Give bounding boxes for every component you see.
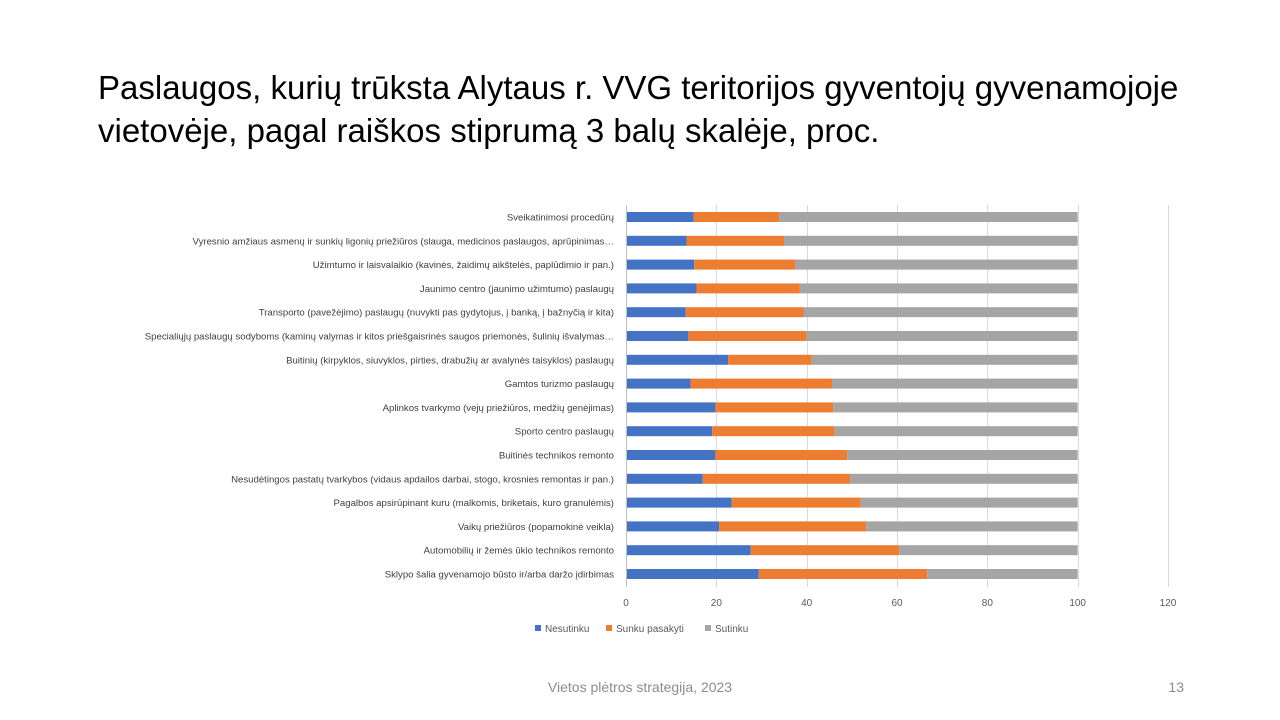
bar-sunku-pasakyti-9 bbox=[712, 426, 835, 437]
bar-nesutinku-10 bbox=[626, 450, 716, 460]
bar-nesutinku-5 bbox=[626, 331, 689, 341]
bar-nesutinku-11 bbox=[626, 473, 703, 484]
bar-sutinku-10 bbox=[847, 450, 1078, 460]
x-tick-label-20: 20 bbox=[711, 598, 723, 609]
category-label: Užimtumo ir laisvalaikio (kavinės, žaidi… bbox=[313, 260, 614, 271]
slide-title: Paslaugos, kurių trūksta Alytaus r. VVG … bbox=[98, 66, 1218, 152]
bar-sutinku-5 bbox=[806, 331, 1078, 341]
category-label: Transporto (pavežėjimo) paslaugų (nuvykt… bbox=[259, 308, 614, 319]
bar-sunku-pasakyti-13 bbox=[719, 521, 867, 532]
x-tick-label-40: 40 bbox=[801, 598, 813, 609]
category-label: Nesudėtingos pastatų tvarkybos (vidaus a… bbox=[231, 474, 614, 485]
category-label: Specialiųjų paslaugų sodyboms (kaminų va… bbox=[145, 332, 614, 343]
bar-sutinku-7 bbox=[831, 378, 1078, 389]
bar-sunku-pasakyti-11 bbox=[702, 473, 851, 484]
bar-nesutinku-12 bbox=[626, 497, 732, 508]
bar-sunku-pasakyti-7 bbox=[690, 378, 832, 389]
bar-sunku-pasakyti-8 bbox=[715, 402, 834, 413]
slide-footer: Vietos plėtros strategija, 2023 bbox=[547, 679, 733, 695]
bar-sunku-pasakyti-0 bbox=[693, 212, 780, 222]
category-label: Jaunimo centro (jaunimo užimtumo) paslau… bbox=[420, 284, 614, 295]
bar-sunku-pasakyti-10 bbox=[715, 450, 848, 460]
category-label: Gamtos turizmo paslaugų bbox=[505, 379, 614, 390]
legend-label-2: Sutinku bbox=[715, 624, 748, 635]
legend-label-1: Sunku pasakyti bbox=[616, 624, 684, 635]
x-tick-label-60: 60 bbox=[891, 598, 903, 609]
bar-sunku-pasakyti-14 bbox=[750, 545, 900, 556]
bar-nesutinku-7 bbox=[626, 378, 691, 389]
bar-sutinku-14 bbox=[899, 545, 1078, 556]
bar-nesutinku-1 bbox=[626, 235, 687, 246]
bar-sutinku-0 bbox=[779, 212, 1078, 222]
bar-nesutinku-3 bbox=[626, 283, 697, 294]
bar-sunku-pasakyti-12 bbox=[731, 497, 861, 508]
bar-nesutinku-8 bbox=[626, 402, 716, 413]
bar-nesutinku-2 bbox=[626, 259, 695, 270]
legend-swatch-2 bbox=[705, 625, 711, 631]
category-label: Automobilių ir žemės ūkio technikos remo… bbox=[424, 546, 614, 557]
bar-sutinku-13 bbox=[866, 521, 1078, 532]
bar-sutinku-15 bbox=[927, 569, 1078, 579]
x-tick-label-120: 120 bbox=[1160, 598, 1177, 609]
bar-sutinku-3 bbox=[799, 283, 1078, 294]
bar-nesutinku-15 bbox=[626, 569, 759, 579]
bar-sunku-pasakyti-5 bbox=[688, 331, 807, 341]
bar-nesutinku-0 bbox=[626, 212, 694, 222]
bar-sunku-pasakyti-4 bbox=[685, 307, 804, 318]
bar-nesutinku-4 bbox=[626, 307, 686, 318]
bar-sutinku-2 bbox=[795, 259, 1078, 270]
bar-sutinku-6 bbox=[811, 354, 1078, 365]
x-tick-label-0: 0 bbox=[623, 598, 629, 609]
bar-sunku-pasakyti-3 bbox=[696, 283, 800, 294]
legend-swatch-1 bbox=[606, 625, 612, 631]
bar-nesutinku-14 bbox=[626, 545, 751, 556]
category-label: Vaikų priežiūros (popamokinė veikla) bbox=[458, 522, 614, 533]
x-tick-label-100: 100 bbox=[1069, 598, 1086, 609]
bar-nesutinku-13 bbox=[626, 521, 720, 532]
category-label: Sklypo šalia gyvenamojo būsto ir/arba da… bbox=[385, 570, 614, 581]
category-label: Buitinės technikos remonto bbox=[499, 451, 614, 462]
bar-sutinku-4 bbox=[803, 307, 1078, 318]
category-label: Aplinkos tvarkymo (vejų priežiūros, medž… bbox=[383, 403, 614, 414]
bar-sutinku-11 bbox=[850, 473, 1078, 484]
bar-sutinku-8 bbox=[833, 402, 1078, 413]
bar-sutinku-12 bbox=[860, 497, 1078, 508]
bar-sutinku-1 bbox=[784, 235, 1078, 246]
slide-title-line-2: vietovėje, pagal raiškos stiprumą 3 balų… bbox=[98, 112, 880, 149]
category-label: Pagalbos apsirūpinant kuru (malkomis, br… bbox=[334, 498, 614, 509]
bar-sutinku-9 bbox=[834, 426, 1078, 437]
bar-sunku-pasakyti-2 bbox=[694, 259, 796, 270]
bar-sunku-pasakyti-6 bbox=[728, 354, 812, 365]
bar-nesutinku-6 bbox=[626, 354, 729, 365]
legend-swatch-0 bbox=[535, 625, 541, 631]
category-label: Sveikatinimosi procedūrų bbox=[507, 213, 614, 224]
page-number: 13 bbox=[1168, 679, 1184, 695]
legend-label-0: Nesutinku bbox=[545, 624, 589, 635]
slide-title-line-1: Paslaugos, kurių trūksta Alytaus r. VVG … bbox=[98, 69, 1179, 106]
bar-sunku-pasakyti-15 bbox=[758, 569, 928, 579]
bar-sunku-pasakyti-1 bbox=[686, 235, 785, 246]
bar-nesutinku-9 bbox=[626, 426, 713, 437]
x-tick-label-80: 80 bbox=[982, 598, 994, 609]
category-label: Vyresnio amžiaus asmenų ir sunkių ligoni… bbox=[193, 236, 614, 247]
category-label: Buitinių (kirpyklos, siuvyklos, pirties,… bbox=[286, 355, 614, 366]
category-label: Sporto centro paslaugų bbox=[515, 427, 614, 438]
